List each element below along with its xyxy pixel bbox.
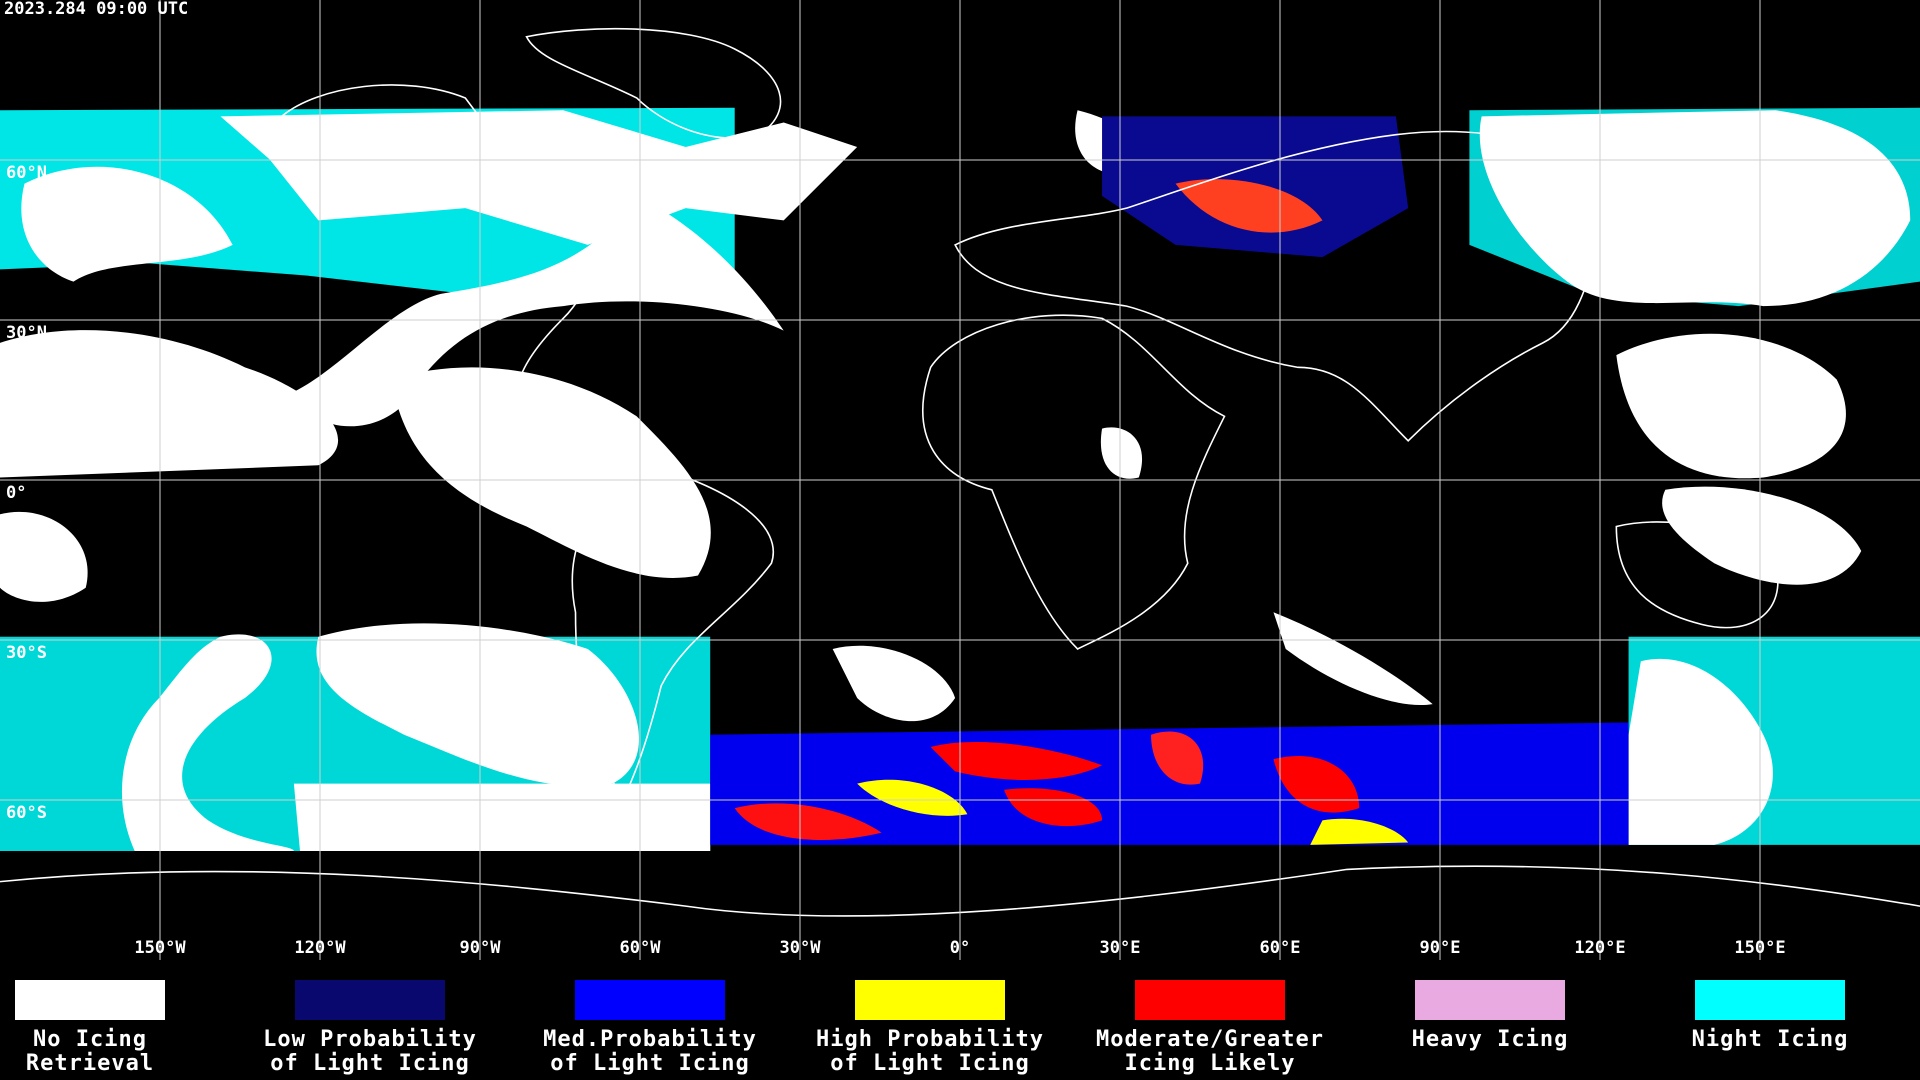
longitude-label: 30°E bbox=[1100, 938, 1141, 958]
cloud bbox=[0, 511, 88, 602]
coastlines bbox=[0, 27, 1920, 917]
cloud bbox=[1479, 110, 1911, 307]
cloud bbox=[0, 330, 339, 478]
coastline bbox=[954, 130, 1618, 442]
cloud bbox=[832, 645, 956, 722]
longitude-label: 90°W bbox=[460, 938, 502, 958]
high-icing-area bbox=[1310, 818, 1409, 845]
icing-likely-area bbox=[1004, 788, 1103, 827]
legend-label: of Light Icing bbox=[830, 1051, 1029, 1076]
icing-likely-area bbox=[930, 742, 1103, 780]
legend-swatch bbox=[295, 980, 445, 1020]
longitude-label: 90°E bbox=[1420, 938, 1461, 958]
longitude-label: 60°W bbox=[620, 938, 662, 958]
legend-label: No Icing bbox=[33, 1027, 147, 1052]
cloud bbox=[1273, 612, 1433, 706]
legend-swatch bbox=[1695, 980, 1845, 1020]
cloud bbox=[121, 634, 294, 852]
cloud bbox=[1662, 486, 1862, 585]
latitude-label: 60°S bbox=[6, 803, 47, 823]
cloud bbox=[1616, 333, 1846, 479]
longitude-label: 120°E bbox=[1574, 938, 1625, 958]
legend-label: Heavy Icing bbox=[1412, 1027, 1569, 1052]
latitude-label: 30°S bbox=[6, 643, 47, 663]
longitude-label: 150°E bbox=[1734, 938, 1785, 958]
legend-label: Night Icing bbox=[1692, 1027, 1849, 1052]
longitude-label: 60°E bbox=[1260, 938, 1301, 958]
cloud bbox=[316, 623, 639, 787]
cloud bbox=[1100, 427, 1143, 479]
legend-swatch bbox=[15, 980, 165, 1020]
cloud bbox=[293, 195, 784, 427]
icing-likely-area bbox=[734, 803, 882, 840]
legend-label: Med.Probability bbox=[543, 1027, 757, 1052]
cloud bbox=[1628, 658, 1773, 845]
legend-label: High Probability bbox=[816, 1027, 1044, 1052]
coastline bbox=[281, 84, 650, 471]
legend-label: of Light Icing bbox=[270, 1051, 469, 1076]
latitude-label: 60°N bbox=[6, 163, 47, 183]
coastline bbox=[0, 865, 1920, 917]
longitude-label: 120°W bbox=[294, 938, 346, 958]
legend-label: of Light Icing bbox=[550, 1051, 749, 1076]
timestamp: 2023.284 09:00 UTC bbox=[4, 0, 188, 19]
coastline bbox=[1615, 521, 1779, 629]
icing-likely-area bbox=[1273, 756, 1360, 813]
latitude-label: 30°N bbox=[6, 323, 47, 343]
longitude-label: 0° bbox=[950, 938, 970, 958]
legend-swatch bbox=[1415, 980, 1565, 1020]
icing-likely-area bbox=[1175, 179, 1323, 233]
high-icing-area bbox=[857, 779, 968, 816]
legend-label: Retrieval bbox=[26, 1051, 154, 1076]
icing-likely-area bbox=[1151, 731, 1204, 785]
legend-label: Icing Likely bbox=[1125, 1051, 1296, 1076]
legend-swatch bbox=[1135, 980, 1285, 1020]
cloud-imagery bbox=[0, 27, 1920, 917]
legend-swatch bbox=[575, 980, 725, 1020]
legend-label: Low Probability bbox=[263, 1027, 477, 1052]
coastline bbox=[922, 314, 1226, 650]
cloud bbox=[21, 166, 233, 282]
coastline bbox=[525, 27, 782, 139]
latitude-label: 0° bbox=[6, 483, 26, 503]
longitude-label: 30°W bbox=[780, 938, 822, 958]
cloud bbox=[391, 367, 711, 578]
coastline bbox=[571, 464, 774, 798]
longitude-label: 150°W bbox=[134, 938, 186, 958]
cloud bbox=[293, 783, 711, 852]
legend-swatch bbox=[855, 980, 1005, 1020]
graticule: 150°W 120°W 90°W 60°W 30°W 0° 30°E 60°E 90°E 120°… bbox=[0, 0, 1920, 960]
legend-label: Moderate/Greater bbox=[1096, 1027, 1324, 1052]
cloud bbox=[220, 110, 858, 245]
